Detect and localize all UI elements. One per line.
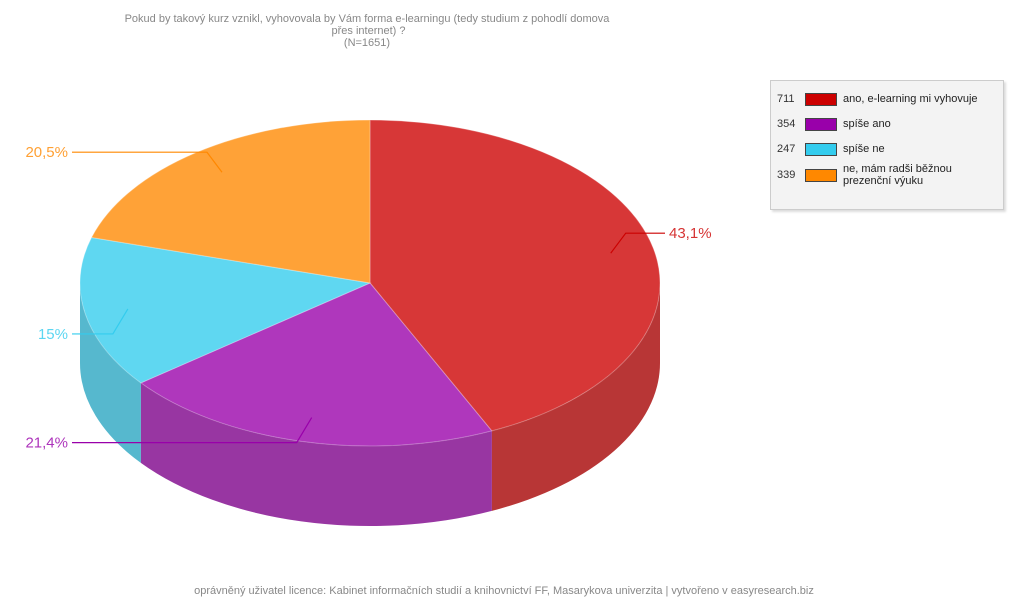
chart-title: Pokud by takový kurz vznikl, vyhovovala … (125, 13, 611, 37)
legend-item: 354 spíše ano (777, 113, 997, 135)
legend-count: 247 (777, 143, 796, 155)
slice-side-shade (140, 382, 492, 526)
chart-subtitle: (N=1651) (344, 37, 390, 49)
legend-swatch (805, 142, 837, 156)
slice-side (80, 283, 141, 463)
leader-line (610, 232, 665, 254)
data-label: 43,1% (669, 225, 712, 242)
legend-label: ano, e-learning mi vyhovuje (843, 93, 978, 105)
slice-side-shade (491, 283, 660, 511)
slice (369, 119, 661, 432)
legend-label: spíše ano (843, 118, 891, 130)
leader-line (72, 308, 129, 335)
footer: oprávněný uživatel licence: Kabinet info… (194, 585, 814, 597)
legend-item: 339 ne, mám radši běžnou prezenční výuku (777, 163, 997, 187)
legend-swatch (805, 92, 837, 106)
slice-side (140, 382, 492, 526)
legend-label: spíše ne (843, 143, 885, 155)
slice-side-shade (80, 283, 141, 463)
legend-count: 711 (777, 93, 795, 105)
data-label: 20,5% (25, 144, 68, 161)
legend: 711 ano, e-learning mi vyhovuje 354 spíše a… (770, 80, 1004, 210)
data-label: 15% (38, 326, 68, 343)
data-label: 21,4% (25, 435, 68, 452)
legend-item: 247 spíše ne (777, 138, 997, 160)
legend-swatch (805, 117, 837, 131)
slice (139, 282, 493, 447)
slice (79, 236, 372, 384)
legend-swatch (805, 168, 837, 182)
leader-line (72, 151, 223, 173)
legend-label: ne, mám radši běžnou prezenční výuku (843, 163, 952, 187)
legend-item: 711 ano, e-learning mi vyhovuje (777, 88, 997, 110)
slice-side (491, 283, 660, 511)
legend-count: 339 (777, 169, 796, 181)
leader-line (72, 417, 313, 444)
legend-count: 354 (777, 118, 796, 130)
